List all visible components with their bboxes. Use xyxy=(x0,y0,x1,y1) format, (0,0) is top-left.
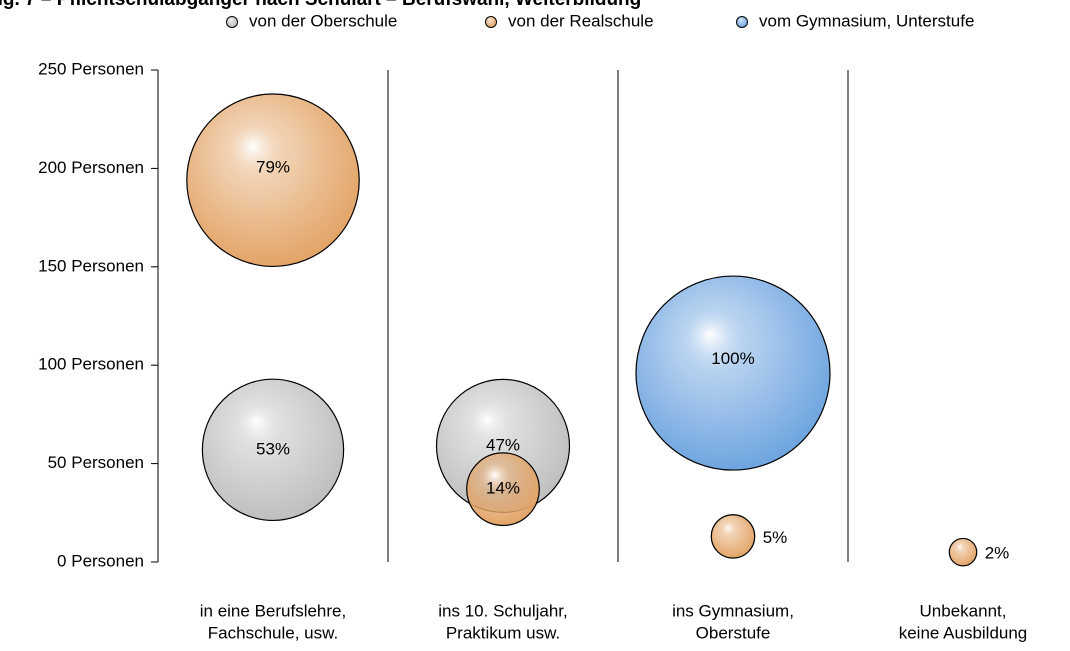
data-label: 53% xyxy=(256,439,290,458)
bubble xyxy=(948,537,978,567)
legend-label: von der Oberschule xyxy=(249,11,397,30)
bubble xyxy=(201,378,345,522)
y-tick-label: 0 Personen xyxy=(57,551,144,570)
chart-title: Fig. 7 – Pflichtschulabgänger nach Schul… xyxy=(0,0,641,10)
y-tick-label: 150 Personen xyxy=(38,256,144,275)
data-label: 5% xyxy=(763,528,788,547)
legend-marker xyxy=(736,16,748,28)
x-tick-label: Unbekannt, xyxy=(920,601,1007,620)
x-tick-label: Oberstufe xyxy=(696,623,771,642)
legend-marker xyxy=(485,16,497,28)
bubble xyxy=(466,452,540,527)
y-tick-label: 250 Personen xyxy=(38,59,144,78)
y-tick-label: 50 Personen xyxy=(48,453,144,472)
data-label: 79% xyxy=(256,158,290,177)
bubble xyxy=(186,93,360,268)
x-tick-label: in eine Berufslehre, xyxy=(200,601,346,620)
data-label: 100% xyxy=(711,349,754,368)
data-label: 2% xyxy=(985,544,1010,563)
x-tick-label: Fachschule, usw. xyxy=(208,623,338,642)
bubble xyxy=(710,514,756,559)
x-tick-label: Praktikum usw. xyxy=(446,623,560,642)
legend-label: vom Gymnasium, Unterstufe xyxy=(759,11,974,30)
legend-label: von der Realschule xyxy=(508,11,654,30)
x-tick-label: keine Ausbildung xyxy=(899,623,1028,642)
x-tick-label: ins 10. Schuljahr, xyxy=(438,601,567,620)
y-tick-label: 100 Personen xyxy=(38,355,144,374)
data-label: 14% xyxy=(486,479,520,498)
x-tick-label: ins Gymnasium, xyxy=(672,601,794,620)
bubble xyxy=(635,275,831,471)
data-label: 47% xyxy=(486,435,520,454)
y-tick-label: 200 Personen xyxy=(38,158,144,177)
legend-marker xyxy=(226,16,238,28)
